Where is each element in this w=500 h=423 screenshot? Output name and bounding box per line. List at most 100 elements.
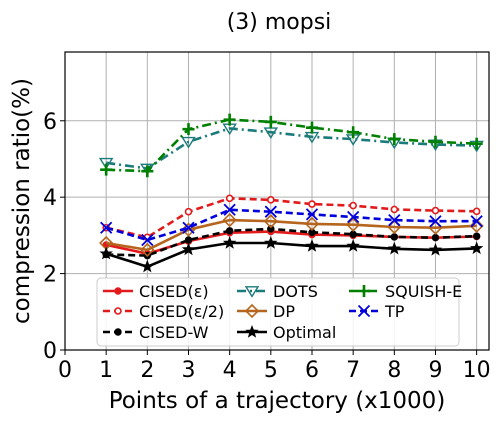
data-point <box>225 227 234 235</box>
series-line <box>105 197 477 239</box>
x-axis-label: Points of a trajectory (x1000) <box>109 388 446 414</box>
legend-label: SQUISH-E <box>385 282 462 301</box>
data-point <box>223 113 236 126</box>
data-point <box>472 232 481 240</box>
data-point <box>470 137 483 150</box>
data-point <box>347 210 360 224</box>
data-point <box>264 205 277 218</box>
data-point <box>305 239 319 252</box>
data-point <box>182 221 195 234</box>
plot-frame <box>64 51 490 351</box>
series-optimal <box>99 235 484 273</box>
data-point <box>308 200 316 208</box>
data-point <box>390 233 399 241</box>
series-line <box>106 127 477 170</box>
series-line <box>105 208 477 242</box>
data-point <box>469 241 484 255</box>
x-tick-label: 7 <box>346 358 360 383</box>
legend-entry: CISED(ε) <box>103 282 209 301</box>
data-point <box>225 194 234 203</box>
data-point <box>264 235 278 249</box>
data-point <box>222 235 237 249</box>
data-point <box>472 207 481 216</box>
x-tick-label: 8 <box>387 358 401 383</box>
legend-entry: CISED(ε/2) <box>103 302 224 321</box>
series-dp <box>99 212 484 258</box>
legend-entry: DP <box>237 302 295 321</box>
data-point <box>184 207 193 216</box>
legend-label: DOTS <box>273 282 318 301</box>
legend-label: CISED(ε/2) <box>139 302 224 321</box>
series-line <box>105 241 477 269</box>
data-point <box>263 127 279 139</box>
legend-label: CISED(ε) <box>139 282 209 301</box>
data-point <box>390 205 399 214</box>
data-point <box>388 133 401 146</box>
legend-label: TP <box>384 302 405 321</box>
legend-marker <box>358 285 370 297</box>
legend-label: DP <box>273 302 295 321</box>
data-point <box>181 136 196 149</box>
legend-marker <box>357 304 371 318</box>
legend-entry: Optimal <box>237 323 336 342</box>
y-tick-label: 4 <box>43 186 57 211</box>
data-point <box>98 157 114 170</box>
data-point <box>222 212 237 228</box>
x-tick-label: 9 <box>428 358 442 383</box>
data-point <box>431 206 440 215</box>
series-squish-e <box>100 113 483 178</box>
data-point <box>349 230 357 238</box>
chart-title: (3) mopsi <box>227 10 332 35</box>
series-line <box>106 118 477 173</box>
y-tick-label: 2 <box>43 263 57 288</box>
data-point <box>429 135 442 148</box>
data-point <box>387 241 402 255</box>
data-point <box>431 233 440 242</box>
legend-label: Optimal <box>273 323 336 342</box>
data-point <box>141 233 154 247</box>
data-point <box>181 242 196 256</box>
y-tick-label: 6 <box>43 110 57 135</box>
series-line <box>106 227 477 257</box>
legend-entry: CISED-W <box>103 323 209 342</box>
x-tick-label: 2 <box>140 358 154 383</box>
data-point <box>388 213 401 227</box>
x-tick-label: 0 <box>58 358 72 383</box>
data-point <box>470 215 483 228</box>
series-layer <box>98 113 484 273</box>
data-point <box>267 225 275 233</box>
data-point <box>429 215 442 228</box>
data-point <box>223 203 236 216</box>
legend-marker <box>114 307 122 315</box>
data-point <box>184 236 193 244</box>
data-point <box>346 217 361 232</box>
x-tick-label: 5 <box>264 358 278 383</box>
data-point <box>428 242 443 256</box>
legend-box <box>96 277 460 347</box>
data-point <box>182 123 195 136</box>
y-tick-label: 0 <box>43 339 57 364</box>
data-point <box>99 246 113 260</box>
x-tick-label: 4 <box>223 358 237 383</box>
legend-marker <box>244 303 260 319</box>
legend-marker <box>114 328 122 336</box>
data-point <box>140 242 155 258</box>
axis-ticks: 0 1 2 3 4 5 6 7 8 9 10 0 2 4 6 <box>43 110 491 383</box>
data-point <box>263 214 278 229</box>
legend-marker <box>245 324 259 338</box>
data-point <box>100 163 113 176</box>
data-point <box>469 218 484 233</box>
data-point <box>264 115 277 128</box>
series-tp <box>100 203 483 247</box>
legend-marker <box>244 286 260 298</box>
data-point <box>349 201 357 210</box>
data-point <box>305 121 318 134</box>
x-tick-label: 10 <box>463 358 491 383</box>
x-tick-label: 1 <box>99 358 113 383</box>
data-point <box>347 126 360 139</box>
x-tick-label: 6 <box>305 358 319 383</box>
legend-marker <box>114 287 122 295</box>
y-axis-label: compression ratio(%) <box>9 78 35 324</box>
